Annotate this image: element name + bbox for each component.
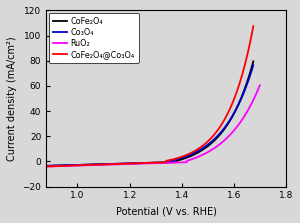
Line: CoFe₂O₄: CoFe₂O₄ (46, 61, 253, 166)
Line: RuO₂: RuO₂ (46, 85, 260, 167)
Co₃O₄ (251, 64, 255, 66)
CoFe₂O₄ (214, 138, 218, 140)
RuO₂ (258, 84, 262, 87)
CoFe₂O₄ (247, 77, 250, 80)
Co₃O₄ (214, 136, 218, 139)
Line: Co₃O₄: Co₃O₄ (46, 65, 253, 166)
CoFe₂O₄@Co₃O₄ (168, 159, 171, 161)
RuO₂ (253, 96, 256, 99)
Legend: CoFe₂O₄, Co₃O₄, RuO₂, CoFe₂O₄@Co₃O₄: CoFe₂O₄, Co₃O₄, RuO₂, CoFe₂O₄@Co₃O₄ (49, 13, 139, 63)
CoFe₂O₄ (144, 162, 148, 164)
Line: CoFe₂O₄@Co₃O₄: CoFe₂O₄@Co₃O₄ (46, 26, 253, 167)
CoFe₂O₄@Co₃O₄ (214, 131, 218, 134)
RuO₂ (147, 162, 151, 165)
CoFe₂O₄ (157, 161, 160, 164)
CoFe₂O₄ (168, 161, 171, 164)
CoFe₂O₄ (44, 165, 48, 167)
CoFe₂O₄@Co₃O₄ (143, 162, 146, 164)
Y-axis label: Current density (mA/cm²): Current density (mA/cm²) (7, 36, 17, 161)
Co₃O₄ (247, 79, 250, 82)
RuO₂ (146, 162, 149, 165)
RuO₂ (220, 142, 223, 144)
Co₃O₄ (143, 162, 146, 164)
CoFe₂O₄@Co₃O₄ (144, 162, 148, 164)
Co₃O₄ (44, 165, 48, 167)
Co₃O₄ (168, 161, 171, 163)
CoFe₂O₄@Co₃O₄ (251, 25, 255, 27)
CoFe₂O₄@Co₃O₄ (247, 49, 250, 52)
CoFe₂O₄@Co₃O₄ (44, 165, 48, 168)
CoFe₂O₄ (143, 162, 146, 164)
CoFe₂O₄ (251, 60, 255, 63)
Co₃O₄ (157, 161, 160, 164)
Co₃O₄ (144, 161, 148, 164)
X-axis label: Potential (V vs. RHE): Potential (V vs. RHE) (116, 206, 217, 216)
RuO₂ (172, 161, 175, 164)
RuO₂ (160, 162, 164, 164)
RuO₂ (44, 165, 48, 168)
CoFe₂O₄@Co₃O₄ (157, 161, 160, 164)
